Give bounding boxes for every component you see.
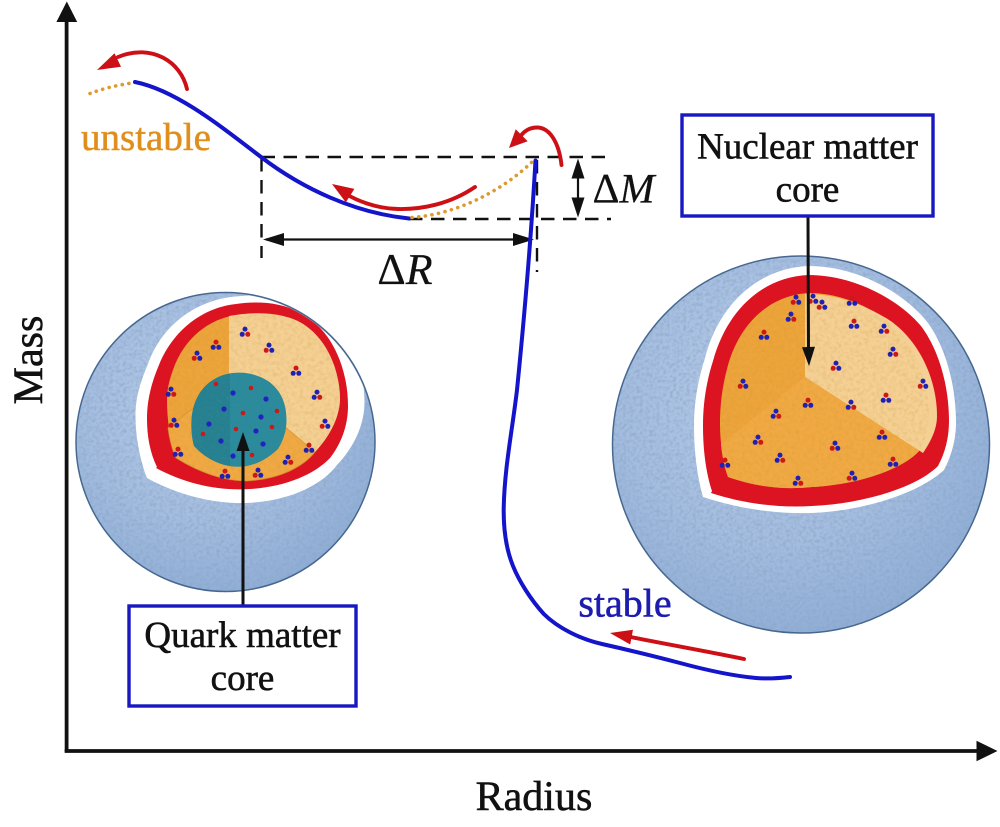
svg-text:core: core	[211, 658, 275, 699]
svg-text:ΔR: ΔR	[377, 245, 432, 294]
svg-text:unstable: unstable	[81, 116, 211, 159]
svg-text:core: core	[776, 170, 840, 211]
svg-text:Radius: Radius	[476, 774, 593, 820]
svg-text:stable: stable	[578, 581, 671, 626]
svg-text:Nuclear matter: Nuclear matter	[697, 127, 918, 168]
svg-text:Quark matter: Quark matter	[144, 615, 340, 656]
svg-text:Mass: Mass	[6, 316, 52, 405]
svg-text:ΔM: ΔM	[593, 167, 657, 213]
